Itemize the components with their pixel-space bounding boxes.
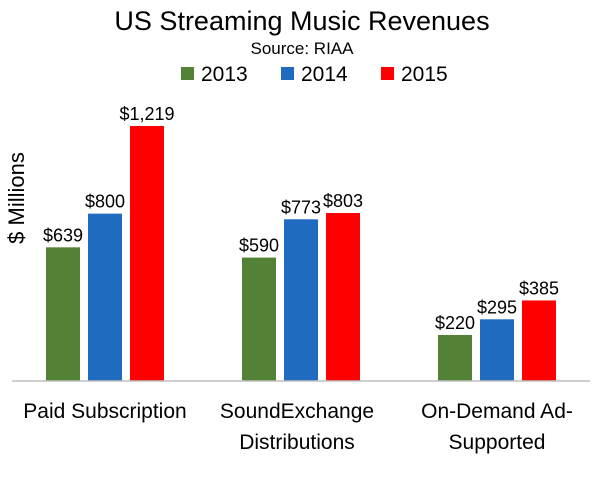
data-label-2013-0: $639 — [43, 225, 83, 245]
legend-label-2015: 2015 — [401, 63, 448, 86]
legend-label-2014: 2014 — [301, 63, 348, 86]
data-label-2014-2: $295 — [477, 297, 517, 317]
bar-2013-0 — [46, 247, 80, 381]
bar-2015-0 — [130, 126, 164, 381]
y-axis-label: $ Millions — [4, 152, 29, 244]
bar-2014-1 — [284, 219, 318, 381]
legend-swatch-2013 — [181, 67, 194, 80]
data-label-2015-0: $1,219 — [119, 104, 174, 124]
legend-swatch-2014 — [281, 67, 294, 80]
bar-2013-2 — [438, 334, 472, 381]
bar-2015-2 — [522, 300, 556, 381]
legend-swatch-2015 — [381, 67, 394, 80]
bar-2014-2 — [480, 319, 514, 381]
data-label-2015-2: $385 — [519, 278, 559, 298]
legend: 2013 2014 2015 — [181, 63, 448, 86]
data-label-2014-0: $800 — [85, 192, 125, 212]
category-label-1-line-0: SoundExchange — [220, 400, 374, 423]
category-label-2-line-0: On-Demand Ad- — [421, 400, 573, 423]
data-labels-group: $639$800 $1,219 $590$773 $803 $220$295$385 — [43, 104, 559, 333]
category-label-2-line-1: Supported — [449, 431, 546, 454]
data-label-2013-1: $590 — [239, 236, 279, 256]
chart-subtitle: Source: RIAA — [251, 39, 355, 58]
chart-title: US Streaming Music Revenues — [114, 6, 489, 36]
bar-2013-1 — [242, 257, 276, 381]
legend-label-2013: 2013 — [201, 63, 248, 86]
data-label-2013-2: $220 — [435, 313, 475, 333]
bars-group — [46, 126, 556, 381]
bar-2014-0 — [88, 213, 122, 381]
data-label-2015-1: $803 — [323, 191, 363, 211]
category-label-0-line-0: Paid Subscription — [23, 400, 186, 423]
category-label-1-line-1: Distributions — [239, 431, 355, 454]
bar-2015-1 — [326, 213, 360, 381]
data-label-2014-1: $773 — [281, 197, 321, 217]
category-labels-group: Paid Subscription SoundExchange Distributi… — [23, 400, 573, 454]
